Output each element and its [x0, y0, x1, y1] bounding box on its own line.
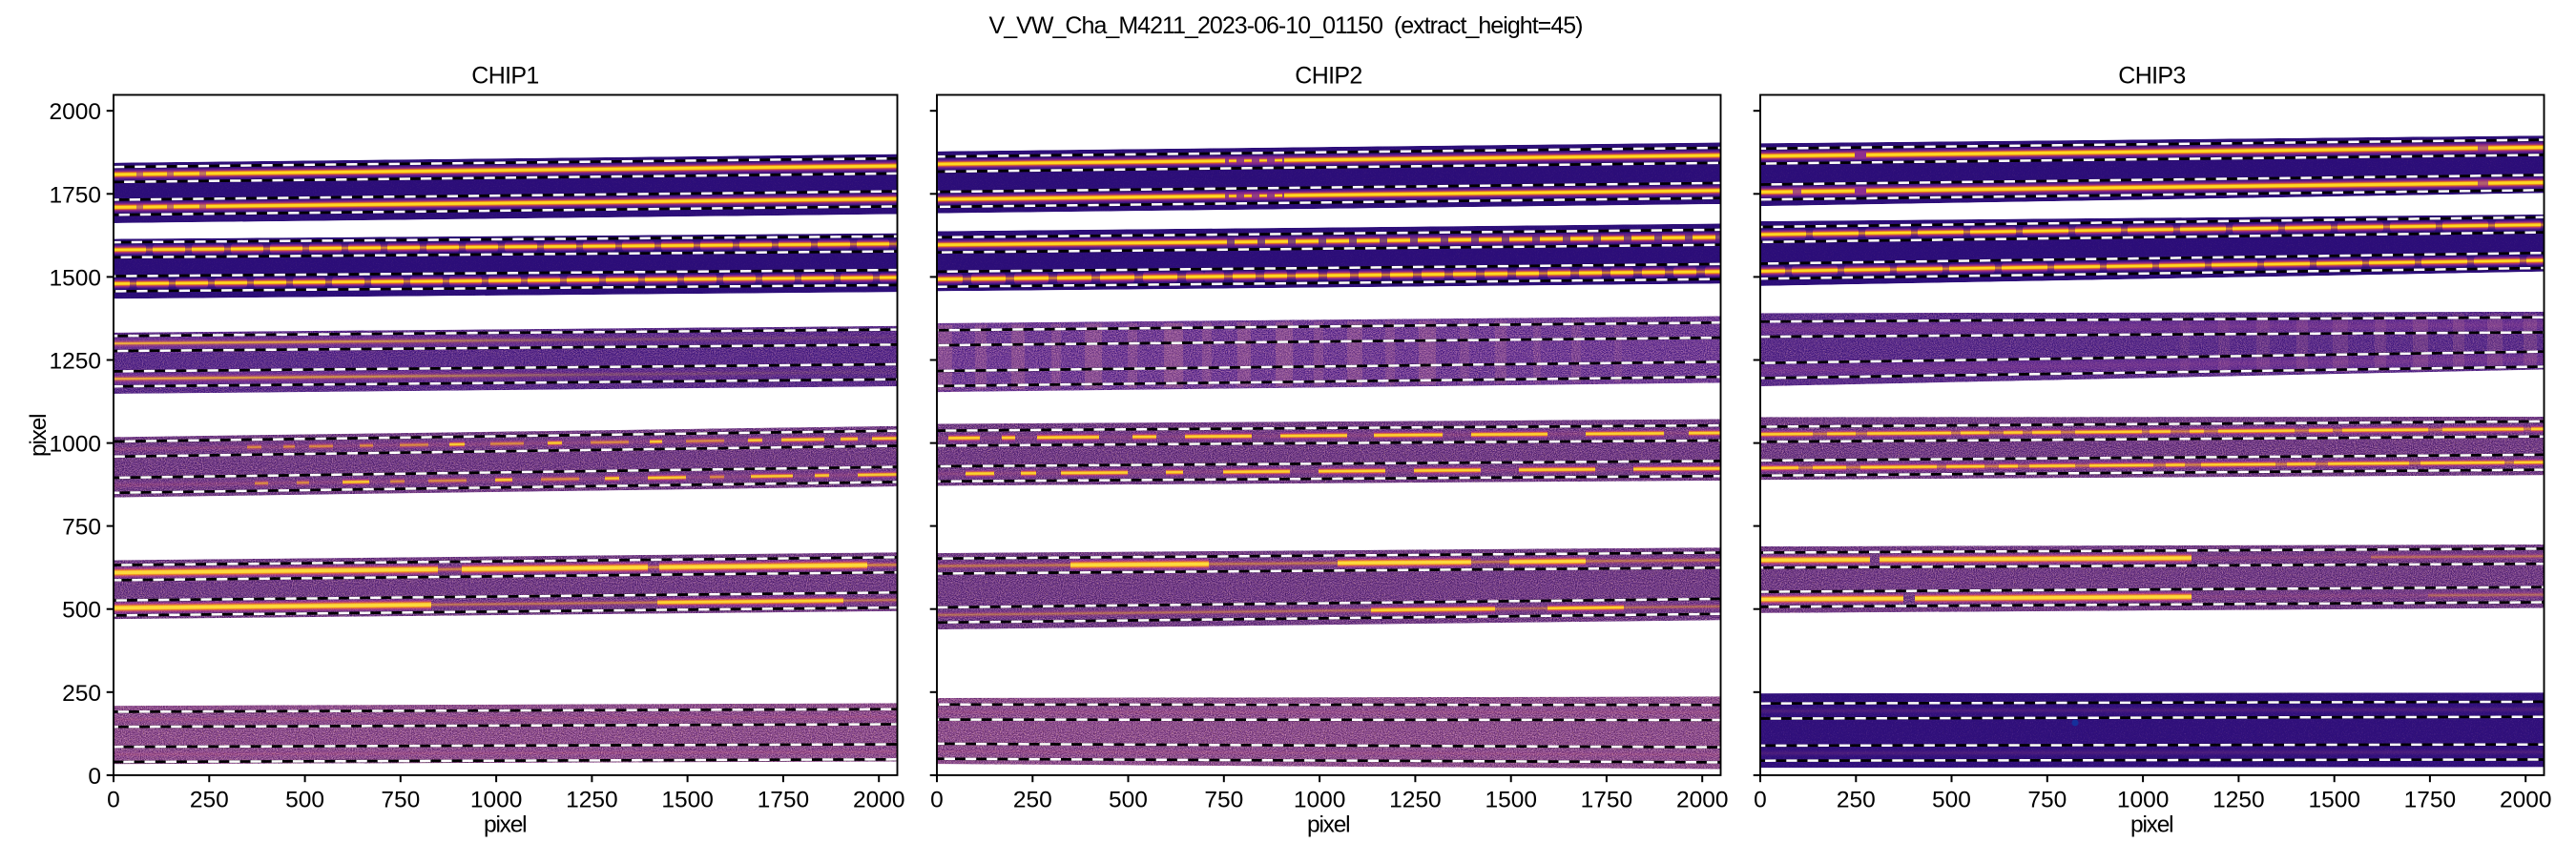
svg-text:1250: 1250: [566, 787, 618, 812]
svg-text:250: 250: [62, 681, 101, 707]
svg-text:750: 750: [62, 515, 101, 541]
svg-text:0: 0: [930, 787, 944, 812]
svg-text:1000: 1000: [2117, 787, 2170, 812]
svg-text:V_VW_Cha_M4211_2023-06-10_0115: V_VW_Cha_M4211_2023-06-10_01150 (extract…: [989, 12, 1584, 39]
svg-text:0: 0: [107, 787, 120, 812]
svg-text:1500: 1500: [1485, 787, 1537, 812]
svg-text:250: 250: [1013, 787, 1052, 812]
svg-text:500: 500: [1109, 787, 1148, 812]
svg-text:1500: 1500: [2308, 787, 2360, 812]
svg-text:500: 500: [62, 598, 101, 624]
svg-text:2000: 2000: [2500, 787, 2552, 812]
svg-text:500: 500: [285, 787, 324, 812]
svg-text:1500: 1500: [661, 787, 714, 812]
svg-text:250: 250: [1837, 787, 1876, 812]
svg-text:2000: 2000: [49, 99, 101, 125]
svg-text:CHIP1: CHIP1: [471, 62, 539, 89]
svg-text:CHIP2: CHIP2: [1295, 62, 1362, 89]
svg-text:1750: 1750: [49, 182, 101, 208]
svg-text:pixel: pixel: [26, 413, 52, 457]
svg-text:0: 0: [1754, 787, 1767, 812]
svg-text:1000: 1000: [1294, 787, 1346, 812]
svg-text:0: 0: [88, 764, 101, 790]
svg-text:1250: 1250: [1389, 787, 1442, 812]
svg-text:250: 250: [190, 787, 229, 812]
svg-text:1750: 1750: [2404, 787, 2457, 812]
svg-text:500: 500: [1932, 787, 1971, 812]
svg-text:1250: 1250: [49, 349, 101, 375]
svg-text:pixel: pixel: [484, 812, 528, 838]
svg-text:pixel: pixel: [2130, 812, 2174, 838]
svg-text:1000: 1000: [49, 432, 101, 458]
svg-text:1250: 1250: [2212, 787, 2265, 812]
svg-text:750: 750: [1204, 787, 1243, 812]
svg-text:pixel: pixel: [1307, 812, 1351, 838]
svg-text:1000: 1000: [470, 787, 523, 812]
svg-text:CHIP3: CHIP3: [2118, 62, 2186, 89]
svg-text:1500: 1500: [49, 265, 101, 291]
svg-text:2000: 2000: [1676, 787, 1729, 812]
svg-text:1750: 1750: [758, 787, 810, 812]
svg-text:1750: 1750: [1581, 787, 1633, 812]
svg-text:750: 750: [381, 787, 420, 812]
svg-text:750: 750: [2027, 787, 2067, 812]
svg-text:2000: 2000: [853, 787, 905, 812]
